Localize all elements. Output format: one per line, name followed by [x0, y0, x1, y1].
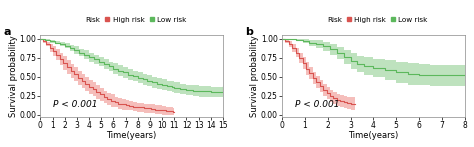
Legend: Risk, High risk, Low risk: Risk, High risk, Low risk — [318, 16, 428, 23]
Text: a: a — [4, 27, 11, 37]
Y-axis label: Survival probability: Survival probability — [250, 35, 259, 117]
X-axis label: Time(years): Time(years) — [107, 131, 157, 140]
Legend: Risk, High risk, Low risk: Risk, High risk, Low risk — [77, 16, 187, 23]
Text: P < 0.001: P < 0.001 — [53, 100, 98, 109]
Text: b: b — [246, 27, 254, 37]
Y-axis label: Survival probability: Survival probability — [9, 35, 18, 117]
Text: P < 0.001: P < 0.001 — [295, 100, 339, 109]
X-axis label: Time(years): Time(years) — [348, 131, 399, 140]
